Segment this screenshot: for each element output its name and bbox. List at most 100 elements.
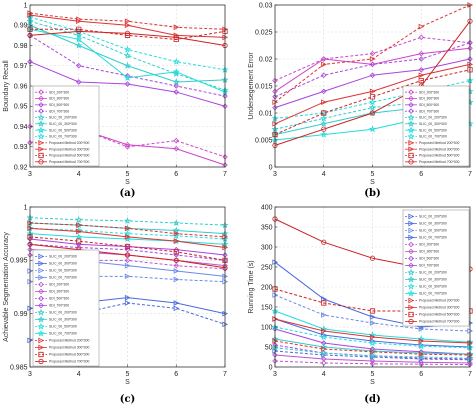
series-line [29, 61, 226, 107]
legend: SLIC_00_200*300 SLIC_00_300*300 SLIC_00_50… [32, 249, 100, 367]
data-point [418, 23, 425, 30]
legend-marker [407, 126, 415, 134]
legend-entry: SDI_300*300 [419, 250, 439, 254]
legend-marker [37, 329, 45, 337]
legend-marker [408, 311, 414, 318]
data-point [369, 334, 376, 340]
data-point [173, 262, 180, 269]
data-point [76, 228, 82, 235]
data-point [418, 34, 425, 41]
data-point [76, 222, 82, 228]
data-point [173, 83, 180, 89]
data-point [124, 234, 131, 240]
panel-label: (a) [120, 188, 136, 199]
legend-marker [38, 344, 45, 351]
data-point [369, 94, 376, 100]
data-point [27, 234, 33, 240]
series-line [29, 233, 226, 245]
legend-entry: SLIC_00_200*300 [49, 255, 77, 259]
data-point [124, 262, 131, 269]
data-point [124, 30, 131, 36]
legend-marker [38, 108, 44, 114]
series-line [274, 310, 471, 343]
series-line [274, 294, 471, 332]
data-point [368, 125, 377, 133]
series-line [29, 16, 226, 71]
data-point [173, 34, 179, 41]
legend-marker [38, 302, 44, 309]
data-point [75, 216, 83, 223]
legend-box [402, 209, 470, 327]
data-point [173, 146, 180, 152]
data-point [173, 137, 180, 144]
data-point [320, 130, 328, 138]
legend-marker [38, 95, 44, 102]
legend-entry: SLIC_00_200*300 [419, 116, 447, 120]
data-point [369, 308, 376, 314]
series-line [274, 36, 471, 82]
data-point [369, 358, 376, 364]
legend-entry: Proposed Method 500*300 [419, 154, 459, 158]
data-point [368, 339, 377, 347]
data-point [418, 56, 425, 62]
data-point [369, 50, 376, 57]
x-tick-label: 5 [371, 371, 375, 378]
series-line [29, 227, 226, 249]
legend-marker [408, 234, 415, 241]
legend-entry: SLIC_00_200*300 [49, 116, 77, 120]
data-point [75, 62, 82, 69]
y-axis-label: Achievable Segmentation Accuracy [3, 232, 10, 342]
data-point [321, 346, 327, 352]
data-point [320, 349, 328, 357]
data-point [124, 300, 131, 306]
data-point [124, 252, 131, 258]
legend-marker [407, 132, 415, 140]
y-axis-label: Running Time (s) [248, 260, 255, 313]
data-point [172, 219, 180, 227]
legend: SDI_200*300 SDI_300*300 SDI_500*300 SDI_700… [32, 85, 100, 167]
data-point [124, 294, 131, 301]
series-line [274, 20, 471, 146]
legend-marker [408, 152, 414, 159]
legend-marker [407, 275, 415, 283]
data-point [320, 56, 327, 62]
x-tick-label: 4 [77, 171, 81, 178]
x-tick-label: 3 [28, 371, 32, 378]
legend-marker [38, 89, 44, 95]
y-tick-label: 0.03 [259, 2, 273, 9]
data-point [369, 88, 376, 95]
data-point [173, 305, 180, 312]
legend-marker [408, 95, 414, 102]
data-point [368, 103, 377, 111]
data-point [368, 98, 377, 106]
legend-marker [37, 120, 45, 127]
y-tick-label: 0.93 [14, 144, 28, 151]
series-line [274, 58, 471, 109]
chart-panel-1: 3 4 5 6 7 0 0.005 0.01 0.015 0.02 0.025 0.03 S Unders… [248, 2, 474, 199]
panel-label: (d) [364, 394, 380, 405]
legend-entry: SLIC_00_200*300 [419, 271, 447, 275]
legend-marker [38, 146, 45, 153]
data-point [124, 141, 131, 148]
series-line [274, 4, 471, 103]
y-tick-label: 0.92 [14, 164, 28, 171]
x-tick-label: 3 [273, 171, 277, 178]
legend-entry: SDI_300*300 [49, 97, 69, 101]
legend-marker [408, 159, 414, 165]
series-line [29, 217, 226, 226]
legend-entry: Proposed Method 700*300 [49, 360, 89, 364]
series-line [274, 360, 471, 366]
y-tick-label: 0.98 [14, 43, 28, 50]
legend-marker [408, 318, 414, 325]
legend-entry: SDI_700*300 [419, 109, 439, 113]
legend-entry: SDI_700*300 [419, 264, 439, 268]
legend-marker [38, 274, 45, 281]
data-point [369, 314, 376, 320]
legend-entry: SLIC_00_500*300 [419, 128, 447, 132]
legend-marker [407, 289, 415, 297]
legend-entry: SDI_200*300 [49, 90, 69, 94]
legend-entry: SLIC_00_500*300 [419, 229, 447, 233]
x-tick-label: 7 [468, 171, 472, 178]
x-axis-label: S [370, 179, 375, 186]
legend-entry: Proposed Method 200*300 [419, 141, 459, 145]
